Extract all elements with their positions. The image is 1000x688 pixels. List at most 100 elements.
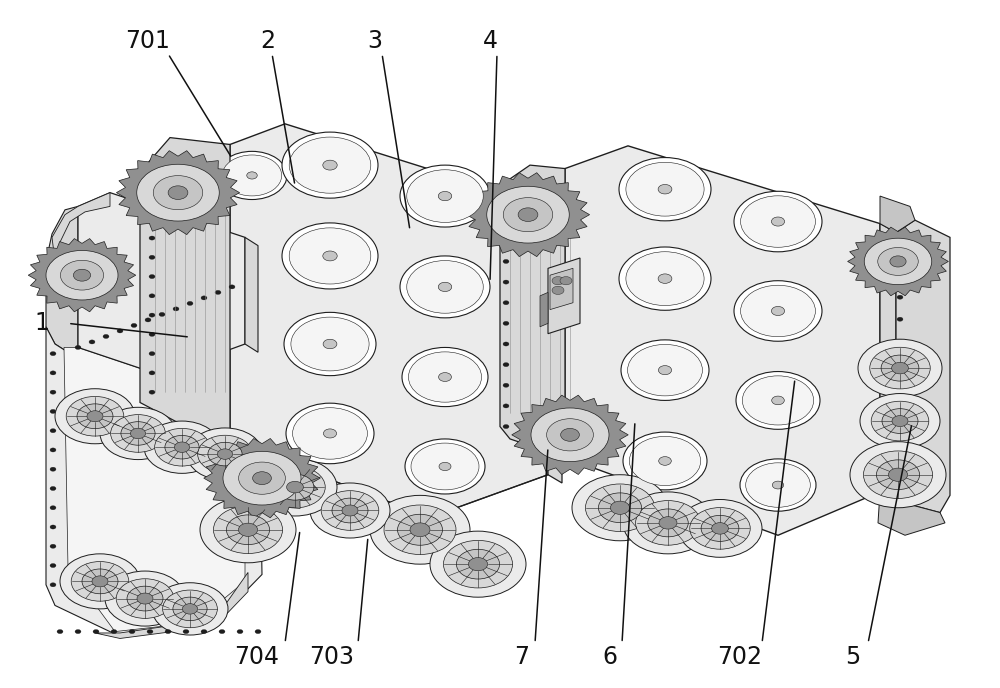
Circle shape [878,248,918,275]
Circle shape [628,345,702,396]
Polygon shape [880,224,896,501]
Circle shape [71,561,129,601]
Circle shape [882,409,918,433]
Polygon shape [46,327,262,636]
Circle shape [57,630,63,634]
Circle shape [503,404,509,408]
Circle shape [734,191,822,252]
Circle shape [871,401,929,441]
Circle shape [287,482,303,493]
Circle shape [282,132,378,198]
Circle shape [149,332,155,336]
Polygon shape [565,146,880,535]
Circle shape [405,439,485,494]
Circle shape [740,459,816,511]
Circle shape [503,383,509,387]
Circle shape [289,228,371,284]
Circle shape [149,255,155,259]
Circle shape [149,313,155,317]
Text: 1: 1 [35,312,49,335]
Circle shape [50,563,56,568]
Circle shape [439,373,451,381]
Circle shape [876,460,920,490]
Circle shape [897,339,903,343]
Circle shape [111,630,117,634]
Circle shape [438,191,452,201]
Circle shape [152,583,228,635]
Circle shape [129,630,135,634]
Circle shape [219,630,225,634]
Circle shape [503,197,509,202]
Circle shape [168,186,188,200]
Circle shape [623,492,713,554]
Circle shape [736,372,820,429]
Circle shape [215,290,221,294]
Circle shape [897,273,903,277]
Circle shape [897,493,903,497]
Circle shape [117,329,123,333]
Circle shape [217,449,233,460]
Circle shape [585,484,655,532]
Circle shape [701,515,739,541]
Text: 701: 701 [126,30,170,53]
Circle shape [173,597,207,621]
Circle shape [342,505,358,516]
Circle shape [149,197,155,202]
Circle shape [659,457,671,465]
Circle shape [629,436,701,486]
Circle shape [610,501,630,515]
Circle shape [864,238,932,285]
Circle shape [897,251,903,255]
Circle shape [503,321,509,325]
Circle shape [560,277,572,285]
Circle shape [552,277,564,285]
Circle shape [518,208,538,222]
Circle shape [741,196,815,247]
Polygon shape [52,193,110,261]
Circle shape [690,508,750,549]
Circle shape [282,223,378,289]
Circle shape [503,259,509,264]
Circle shape [131,323,137,327]
Circle shape [897,361,903,365]
Circle shape [105,571,185,626]
Circle shape [503,280,509,284]
Circle shape [149,236,155,240]
Circle shape [323,429,337,438]
Circle shape [531,408,609,462]
Circle shape [50,409,56,413]
Circle shape [626,162,704,216]
Circle shape [284,312,376,376]
Text: 704: 704 [234,645,280,669]
Circle shape [147,630,153,634]
Circle shape [658,274,672,283]
Circle shape [276,474,314,500]
Circle shape [55,389,135,444]
Circle shape [222,155,282,196]
Circle shape [712,523,728,534]
Circle shape [860,394,940,449]
Polygon shape [204,438,320,518]
Circle shape [323,251,337,261]
Circle shape [897,471,903,475]
Circle shape [897,449,903,453]
Polygon shape [512,395,628,475]
Circle shape [174,442,190,453]
Circle shape [75,345,81,350]
Polygon shape [78,193,245,375]
Circle shape [93,630,99,634]
Circle shape [398,515,442,545]
Polygon shape [550,268,573,310]
Circle shape [734,281,822,341]
Circle shape [772,481,784,489]
Circle shape [370,495,470,564]
Circle shape [213,506,283,554]
Circle shape [742,376,814,425]
Circle shape [623,432,707,490]
Circle shape [890,256,906,267]
Circle shape [547,419,593,451]
Circle shape [636,501,700,545]
Circle shape [468,557,488,571]
Circle shape [402,347,488,407]
Polygon shape [230,124,548,517]
